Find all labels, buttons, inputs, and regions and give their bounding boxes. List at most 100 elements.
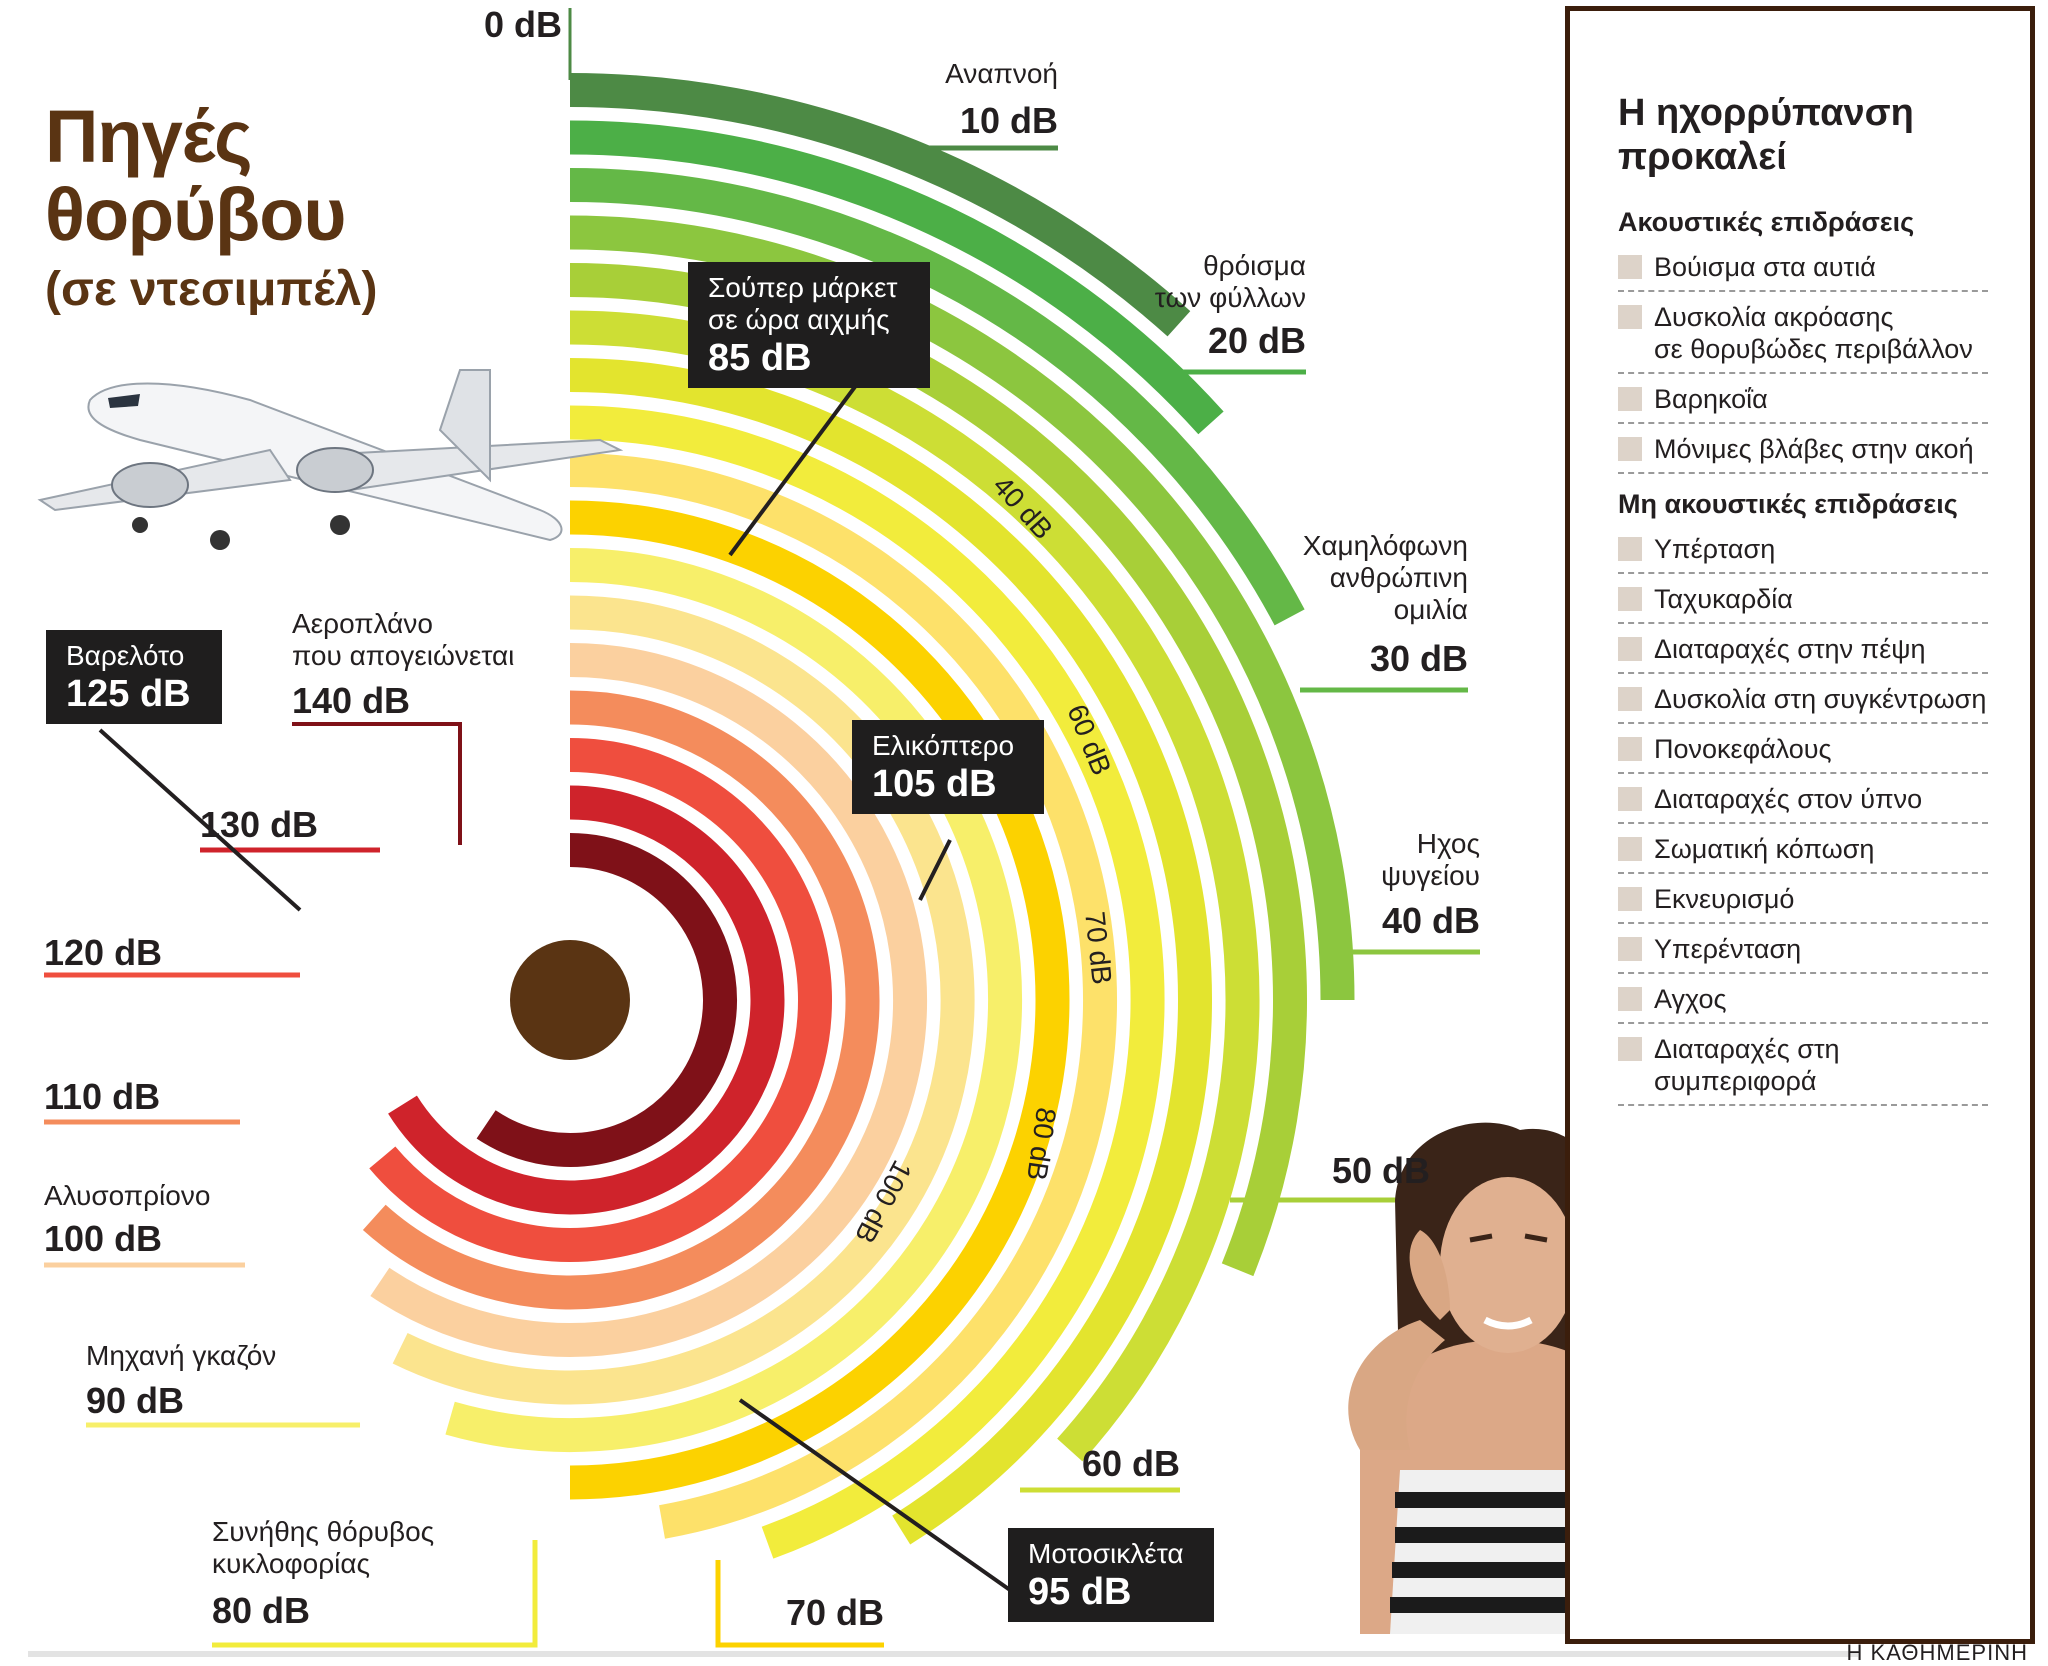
label-airplane-1: Αεροπλάνο xyxy=(292,608,433,639)
effect-item-text: Αγχος xyxy=(1654,984,1727,1014)
publisher-credit: Η ΚΑΘΗΜΕΡΙΝΗ xyxy=(1846,1640,2028,1665)
value-40db: 40 dB xyxy=(1381,900,1480,941)
checkbox-square-icon xyxy=(1618,687,1642,711)
checkbox-square-icon xyxy=(1618,737,1642,761)
ring-6 xyxy=(569,358,1212,1545)
label-leaves-2: των φύλλων xyxy=(1154,282,1306,313)
ring-3 xyxy=(569,215,1355,1001)
checkbox-square-icon xyxy=(1618,887,1642,911)
leader-line-14 xyxy=(292,722,462,845)
ring-9 xyxy=(569,500,1070,1500)
label-whisper-1: Χαμηλόφωνη xyxy=(1302,530,1468,561)
effect-item: Πονοκεφάλους xyxy=(1618,733,1988,774)
effect-item: Σωματική κόπωση xyxy=(1618,833,1988,874)
value-30db: 30 dB xyxy=(1369,638,1468,679)
effect-item-text-cont: συμπεριφορά xyxy=(1654,1066,1817,1096)
value-110db: 110 dB xyxy=(44,1076,161,1117)
checkbox-square-icon xyxy=(1618,305,1642,329)
effect-item: Βαρηκοΐα xyxy=(1618,383,1988,424)
value-140db: 140 dB xyxy=(292,680,411,721)
effect-item-text: Διαταραχές στη xyxy=(1654,1034,1840,1064)
checkbox-square-icon xyxy=(1618,437,1642,461)
label-lawnmower: Μηχανή γκαζόν xyxy=(86,1340,277,1371)
ring-12 xyxy=(370,643,927,1357)
effect-item-text: Μόνιμες βλάβες στην ακοή xyxy=(1654,434,1974,464)
checkbox-square-icon xyxy=(1618,987,1642,1011)
effect-item: Δυσκολία ακρόασης σε θορυβώδες περιβάλλον xyxy=(1618,301,1988,374)
acoustic-heading: Ακουστικές επιδράσεις xyxy=(1618,207,1915,237)
effect-item: Διαταραχές στην πέψη xyxy=(1618,633,1988,674)
label-whisper-2: ανθρώπινη xyxy=(1329,562,1468,593)
panel-title: Η ηχορρύπανση προκαλεί xyxy=(1618,91,1914,179)
bottom-rule xyxy=(28,1651,1858,1657)
leader-line-15 xyxy=(728,378,862,557)
effect-item: Μόνιμες βλάβες στην ακοή xyxy=(1618,433,1988,474)
effect-item: Υπέρταση xyxy=(1618,533,1988,574)
ring-15 xyxy=(388,785,785,1215)
ring-0 xyxy=(569,73,1191,337)
label-breathing: Αναπνοή xyxy=(945,58,1058,89)
leader-line-16 xyxy=(918,839,952,901)
checkbox-square-icon xyxy=(1618,1037,1642,1061)
effect-item: Υπερένταση xyxy=(1618,933,1988,974)
callout-fireworks-label: Βαρελότο xyxy=(66,640,185,671)
nonacoustic-heading: Μη ακουστικές επιδράσεις xyxy=(1618,489,1958,519)
effect-item-text: Διαταραχές στην πέψη xyxy=(1654,634,1926,664)
ring-16 xyxy=(476,833,737,1167)
effect-item-text: Δυσκολία στη συγκέντρωση xyxy=(1654,684,1987,714)
callout-helicopter-label: Ελικόπτερο xyxy=(872,730,1015,761)
ring-8 xyxy=(569,453,1117,1539)
panel-title-line-2: προκαλεί xyxy=(1618,136,1787,178)
effect-item-text: Δυσκολία ακρόασης xyxy=(1654,302,1894,332)
effect-item: Βούισμα στα αυτιά xyxy=(1618,251,1988,292)
effect-item-text: Ταχυκαρδία xyxy=(1654,584,1793,614)
leader-line-8 xyxy=(212,1540,538,1648)
label-traffic-1: Συνήθης θόρυβος xyxy=(212,1516,435,1547)
effect-item: Αγχος xyxy=(1618,983,1988,1024)
callout-fireworks-value: 125 dB xyxy=(66,673,191,715)
center-dot xyxy=(510,940,630,1060)
value-60db: 60 dB xyxy=(1081,1443,1180,1484)
effect-item-text: Υπερένταση xyxy=(1654,934,1802,964)
effect-item: Διαταραχές στη συμπεριφορά xyxy=(1618,1033,1988,1106)
checkbox-square-icon xyxy=(1618,587,1642,611)
ring-1 xyxy=(569,120,1224,435)
title-line-1: Πηγές xyxy=(45,95,253,178)
ring-13 xyxy=(362,690,880,1310)
callout-supermarket-label-2: σε ώρα αιχμής xyxy=(708,304,890,335)
effect-item-text: Υπέρταση xyxy=(1654,534,1776,564)
value-70db: 70 dB xyxy=(785,1592,884,1633)
label-chainsaw: Αλυσοπρίονο xyxy=(44,1180,211,1211)
callout-helicopter-value: 105 dB xyxy=(872,763,997,805)
label-fridge-1: Ηχος xyxy=(1416,828,1480,859)
title-line-2: θορύβου xyxy=(45,173,346,256)
effect-item-text: Βαρηκοΐα xyxy=(1654,384,1768,414)
label-fridge-2: ψυγείου xyxy=(1381,860,1480,891)
checkbox-square-icon xyxy=(1618,937,1642,961)
label-0db: 0 dB xyxy=(484,4,563,45)
panel-title-line-1: Η ηχορρύπανση xyxy=(1618,92,1914,134)
effects-panel: Η ηχορρύπανση προκαλεί Ακουστικές επιδρά… xyxy=(1565,6,2035,1644)
ring-11 xyxy=(392,595,975,1405)
checkbox-square-icon xyxy=(1618,387,1642,411)
airplane-image xyxy=(37,369,624,550)
value-130db: 130 dB xyxy=(200,804,319,845)
label-whisper-3: ομιλία xyxy=(1393,594,1468,625)
value-20db: 20 dB xyxy=(1207,320,1306,361)
ring-7 xyxy=(569,405,1165,1559)
checkbox-square-icon xyxy=(1618,637,1642,661)
value-100db: 100 dB xyxy=(44,1218,163,1259)
leader-line-7 xyxy=(715,1560,884,1648)
effect-item: Εκνευρισμό xyxy=(1618,883,1988,924)
callout-motorcycle-value: 95 dB xyxy=(1028,1571,1132,1613)
ring-2 xyxy=(569,168,1305,626)
label-airplane-2: που απογειώνεται xyxy=(292,640,515,671)
callout-supermarket-value: 85 dB xyxy=(708,337,812,379)
effect-item: Δυσκολία στη συγκέντρωση xyxy=(1618,683,1988,724)
page-subtitle: (σε ντεσιμπέλ) xyxy=(45,263,378,316)
effect-item: Διαταραχές στον ύπνο xyxy=(1618,783,1988,824)
callout-fireworks: Βαρελότο 125 dB xyxy=(46,630,222,724)
checkbox-square-icon xyxy=(1618,787,1642,811)
callout-motorcycle-label: Μοτοσικλέτα xyxy=(1028,1538,1184,1569)
page-title: Πηγές θορύβου xyxy=(45,98,346,254)
